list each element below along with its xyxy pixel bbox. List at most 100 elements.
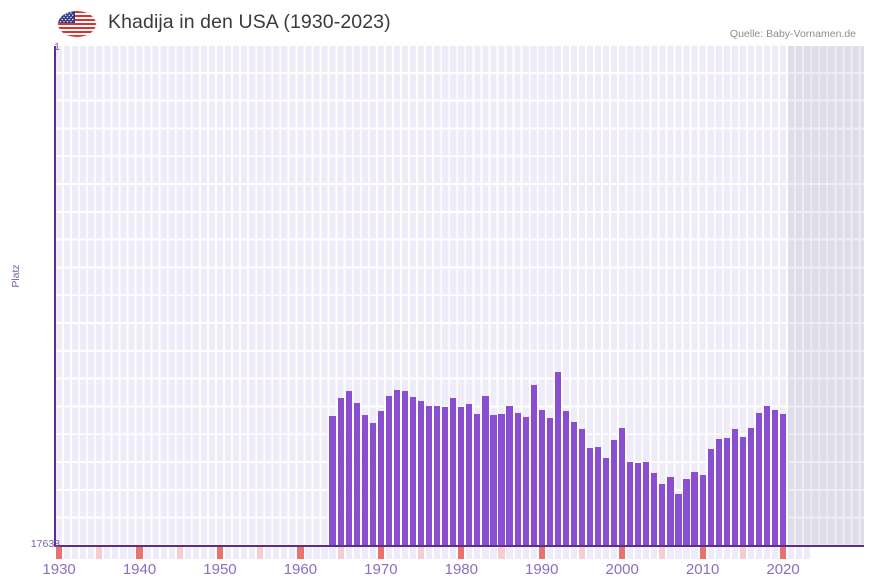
x-axis-tick bbox=[232, 547, 240, 559]
x-axis-tick bbox=[265, 547, 272, 559]
bar bbox=[691, 472, 698, 546]
x-axis-tick bbox=[611, 547, 618, 559]
x-axis-tick bbox=[779, 547, 787, 559]
x-axis-tick bbox=[602, 547, 610, 559]
bar bbox=[562, 410, 569, 546]
x-axis-tick bbox=[112, 547, 119, 559]
x-axis-tick bbox=[401, 547, 409, 559]
bar bbox=[506, 405, 513, 546]
x-axis-tick bbox=[796, 547, 803, 559]
x-axis-tick-label: 1980 bbox=[444, 561, 478, 578]
us-flag-icon bbox=[58, 11, 96, 37]
x-axis-tick bbox=[442, 547, 449, 559]
bar bbox=[490, 414, 497, 546]
bar bbox=[450, 398, 457, 546]
x-axis-tick bbox=[96, 547, 103, 559]
x-axis-tick bbox=[514, 547, 521, 559]
x-axis-tick bbox=[715, 547, 722, 559]
x-axis-tick bbox=[160, 547, 167, 559]
x-axis-tick bbox=[474, 547, 481, 559]
bar bbox=[707, 449, 714, 546]
x-axis-tick bbox=[120, 547, 127, 559]
x-axis-tick bbox=[345, 547, 352, 559]
x-axis-tick bbox=[586, 547, 594, 559]
x-axis-tick bbox=[546, 547, 553, 559]
x-axis-tick bbox=[241, 547, 248, 559]
x-axis-tick bbox=[192, 547, 199, 559]
x-axis-tick bbox=[522, 547, 529, 559]
x-axis-tick-label: 1970 bbox=[364, 561, 398, 578]
x-axis-tick bbox=[490, 547, 497, 559]
x-axis-tick bbox=[731, 547, 738, 559]
x-axis-tick bbox=[763, 547, 771, 559]
x-axis-tick bbox=[353, 547, 360, 559]
x-axis-tick bbox=[136, 547, 143, 559]
y-axis-line bbox=[54, 46, 56, 547]
x-axis-tick bbox=[184, 547, 191, 559]
x-axis-tick bbox=[273, 547, 280, 559]
x-axis-tick bbox=[337, 547, 344, 559]
x-axis-tick bbox=[619, 547, 626, 559]
bar bbox=[763, 406, 771, 546]
x-axis-tick bbox=[570, 547, 577, 559]
x-axis-tick bbox=[313, 547, 320, 559]
x-axis-tick bbox=[554, 547, 561, 559]
x-axis-tick-label: 2010 bbox=[685, 561, 720, 578]
x-axis-tick bbox=[224, 547, 232, 559]
bar bbox=[643, 462, 650, 546]
x-axis-tick bbox=[643, 547, 650, 559]
bar bbox=[586, 447, 594, 546]
x-axis-tick-label: 1950 bbox=[203, 561, 237, 578]
x-axis-tick bbox=[635, 547, 642, 559]
x-axis-tick bbox=[144, 547, 151, 559]
bar bbox=[578, 428, 586, 546]
bar bbox=[779, 413, 787, 546]
bar bbox=[699, 475, 706, 546]
x-axis-tick bbox=[329, 547, 336, 559]
x-axis-tick bbox=[651, 547, 658, 559]
bar bbox=[385, 396, 392, 546]
x-axis-tick bbox=[56, 547, 63, 559]
x-axis-tick bbox=[747, 547, 754, 559]
bar bbox=[683, 479, 690, 546]
bar bbox=[530, 384, 537, 546]
bar bbox=[667, 477, 674, 546]
bar bbox=[401, 390, 409, 546]
x-axis-tick bbox=[249, 547, 256, 559]
x-axis-tick bbox=[675, 547, 682, 559]
x-axis-tick bbox=[562, 547, 569, 559]
bar bbox=[731, 429, 738, 546]
y-axis-top-tick-label: 1 bbox=[54, 41, 60, 53]
bar bbox=[377, 411, 384, 546]
x-axis-tick bbox=[578, 547, 586, 559]
bar bbox=[498, 414, 505, 546]
x-axis-tick-label: 1960 bbox=[283, 561, 318, 578]
bar bbox=[409, 396, 417, 546]
x-axis-tick bbox=[64, 547, 71, 559]
x-axis-tick bbox=[200, 547, 207, 559]
bar bbox=[329, 416, 336, 546]
bar bbox=[522, 417, 529, 546]
x-axis-tick-label: 1940 bbox=[122, 561, 157, 578]
x-axis-tick bbox=[297, 547, 304, 559]
x-axis-tick bbox=[788, 547, 795, 559]
x-axis-tick bbox=[450, 547, 457, 559]
x-axis-tick bbox=[377, 547, 384, 559]
y-axis-bottom-tick-label: 17633 bbox=[30, 538, 60, 550]
bar bbox=[458, 407, 465, 546]
x-axis-tick bbox=[80, 547, 87, 559]
x-axis-tick bbox=[466, 547, 473, 559]
x-axis-tick bbox=[128, 547, 135, 559]
x-axis-tick-label: 1990 bbox=[525, 561, 559, 578]
x-axis-tick bbox=[627, 547, 634, 559]
x-axis-tick bbox=[667, 547, 674, 559]
x-axis-tick bbox=[208, 547, 216, 559]
page-title: Khadija in den USA (1930-2023) bbox=[108, 11, 391, 33]
x-axis-tick bbox=[691, 547, 698, 559]
bar bbox=[723, 437, 730, 546]
bar bbox=[611, 439, 618, 546]
x-axis-tick bbox=[482, 547, 489, 559]
x-axis-tick bbox=[530, 547, 537, 559]
plot-wrapper bbox=[56, 46, 864, 546]
bar bbox=[514, 412, 521, 546]
